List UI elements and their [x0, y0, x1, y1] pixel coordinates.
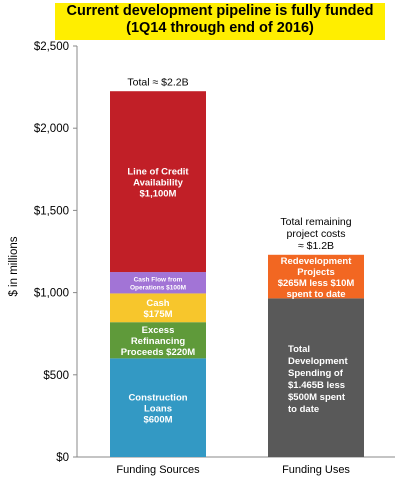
title-line-1: Current development pipeline is fully fu… [66, 3, 374, 19]
segment-label: Redevelopment Projects $265M less $10M spen… [278, 256, 355, 300]
segment-label: Line of Credit Availability $1,100M [127, 166, 189, 199]
total-annotation: Total remaining project costs ≈ $1.2B [280, 216, 351, 252]
y-tick-label: $2,500 [34, 41, 69, 53]
y-tick-label: $0 [56, 452, 69, 464]
title-line-2: (1Q14 through end of 2016) [126, 20, 314, 36]
chart-title: Current development pipeline is fully fu… [55, 3, 385, 40]
x-category-label: Funding Uses [282, 464, 350, 476]
y-tick-label: $1,500 [34, 205, 69, 217]
bar-segment [110, 293, 206, 323]
y-axis-label: $ in millions [8, 236, 20, 296]
segment-label: Cash Flow from Operations $100M [130, 277, 186, 292]
y-tick-label: $500 [43, 370, 69, 382]
total-annotation: Total ≈ $2.2B [127, 76, 188, 88]
bar-segment [110, 91, 206, 273]
x-category-label: Funding Sources [116, 464, 200, 476]
bar-segment [268, 298, 364, 457]
segment-label: Excess Refinancing Proceeds $220M [121, 325, 196, 358]
segment-label: Total Development Spending of $1.465B less $… [288, 344, 348, 415]
bar-segment [268, 254, 364, 299]
bar-segment [110, 322, 206, 359]
segment-label: Construction Loans $600M [128, 393, 187, 426]
bar-segment [110, 272, 206, 294]
y-tick-label: $1,000 [34, 288, 69, 300]
segment-label: Cash $175M [143, 298, 172, 320]
bar-segment [110, 358, 206, 457]
y-tick-label: $2,000 [34, 123, 69, 135]
